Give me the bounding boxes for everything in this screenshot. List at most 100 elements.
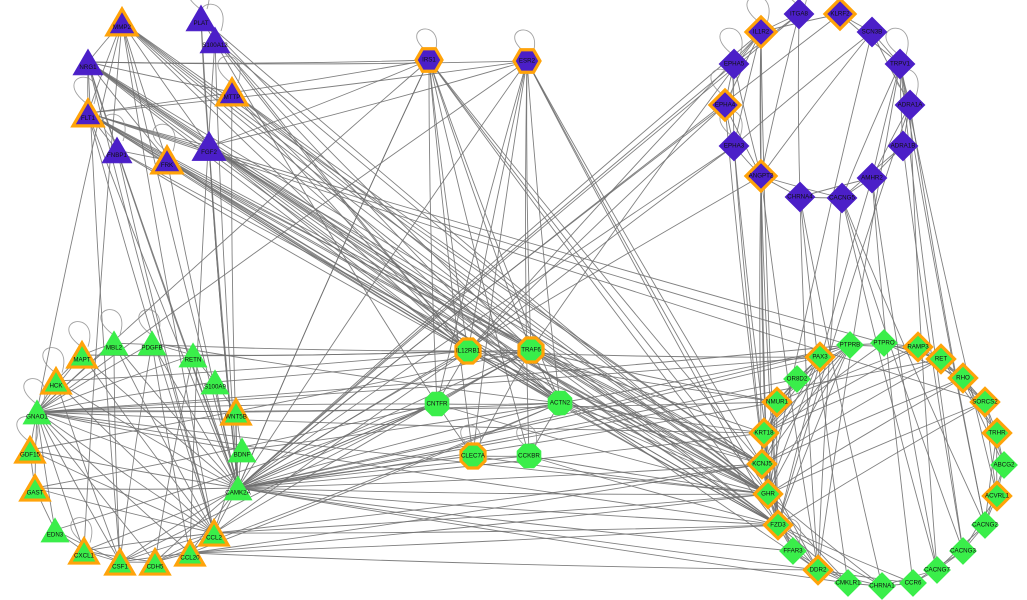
graph-node-cxcl1[interactable] xyxy=(67,535,101,565)
edge xyxy=(237,350,469,489)
graph-node-cacng5[interactable] xyxy=(826,182,858,214)
graph-node-sorcs2[interactable] xyxy=(969,386,1001,418)
graph-node-adra1b[interactable] xyxy=(887,130,919,162)
graph-node-cacng2[interactable] xyxy=(971,511,999,539)
graph-node-nrg1[interactable] xyxy=(72,48,104,76)
graph-node-clec7a[interactable] xyxy=(459,442,487,470)
graph-node-cdh5[interactable] xyxy=(138,546,172,576)
graph-node-rho[interactable] xyxy=(947,362,979,394)
edge xyxy=(237,378,798,489)
graph-node-gnao1[interactable] xyxy=(22,399,52,425)
graph-node-cntfr[interactable] xyxy=(424,391,450,417)
edge xyxy=(526,60,769,495)
edge xyxy=(760,175,779,526)
graph-node-mapt[interactable] xyxy=(65,339,99,369)
graph-node-acvrl1[interactable] xyxy=(981,480,1013,512)
graph-node-il12rb1[interactable] xyxy=(454,337,482,365)
edge xyxy=(467,31,762,352)
nodes-layer[interactable] xyxy=(13,0,1018,600)
edge xyxy=(467,104,726,352)
graph-node-ret[interactable] xyxy=(925,343,957,375)
edge xyxy=(530,349,769,495)
graph-node-irs1[interactable] xyxy=(414,47,444,73)
graph-node-bdnf[interactable] xyxy=(227,437,257,463)
graph-node-mbl2[interactable] xyxy=(99,330,129,356)
graph-node-cckbr[interactable] xyxy=(516,443,542,469)
graph-node-fgf2[interactable] xyxy=(191,130,227,161)
self-loop-edge xyxy=(138,309,161,335)
graph-node-angpt2[interactable] xyxy=(743,158,779,194)
graph-node-ghr[interactable] xyxy=(752,478,784,510)
edge xyxy=(428,59,532,351)
graph-node-frk[interactable] xyxy=(149,143,185,175)
graph-node-traf6[interactable] xyxy=(517,336,545,364)
graph-node-mttp[interactable] xyxy=(214,75,250,107)
graph-node-cacng3[interactable] xyxy=(949,537,977,565)
graph-node-il1r2[interactable] xyxy=(743,14,779,50)
graph-node-scn3b[interactable] xyxy=(856,16,888,48)
graph-node-ccl2[interactable] xyxy=(197,517,231,547)
graph-node-gast[interactable] xyxy=(18,472,52,502)
graph-node-mmp2[interactable] xyxy=(104,5,140,37)
edge xyxy=(213,463,763,534)
graph-node-ptpro[interactable] xyxy=(870,329,898,357)
graph-node-itga8[interactable] xyxy=(783,0,815,30)
graph-node-chrna1[interactable] xyxy=(868,572,896,600)
edge xyxy=(81,354,239,489)
graph-node-ptprb[interactable] xyxy=(836,331,864,359)
graph-node-plat[interactable] xyxy=(185,4,217,32)
edge xyxy=(34,487,215,534)
edge xyxy=(760,175,819,571)
edge xyxy=(87,112,851,346)
graph-node-ddr2[interactable] xyxy=(802,554,834,586)
graph-node-fzd3[interactable] xyxy=(762,509,794,541)
graph-node-retn[interactable] xyxy=(178,342,208,368)
graph-node-camk2a[interactable] xyxy=(223,475,253,501)
edge xyxy=(208,145,469,352)
graph-node-krt18[interactable] xyxy=(748,417,780,449)
graph-node-adra1a[interactable] xyxy=(894,89,926,121)
graph-node-klrf2[interactable] xyxy=(822,0,858,32)
graph-node-amhr2[interactable] xyxy=(856,162,888,194)
self-loop-edge xyxy=(719,27,743,56)
graph-node-ramp3[interactable] xyxy=(902,331,934,363)
graph-node-epha3[interactable] xyxy=(718,130,750,162)
graph-node-s100a12[interactable] xyxy=(199,26,231,54)
self-loop-edge xyxy=(514,29,535,54)
graph-node-epha4[interactable] xyxy=(707,87,743,123)
graph-node-esr2[interactable] xyxy=(512,48,542,74)
graph-node-chrna4[interactable] xyxy=(784,181,816,213)
graph-node-gdf15[interactable] xyxy=(13,434,47,464)
edge xyxy=(29,349,532,451)
graph-node-pax3[interactable] xyxy=(804,341,836,373)
graph-node-cacng7[interactable] xyxy=(923,556,951,584)
graph-node-flt1[interactable] xyxy=(70,96,106,128)
graph-node-s100a9[interactable] xyxy=(200,369,230,395)
graph-node-trpv1[interactable] xyxy=(884,48,916,80)
graph-node-epha5[interactable] xyxy=(718,48,750,80)
edge xyxy=(799,196,883,587)
graph-node-fnbp1[interactable] xyxy=(101,136,133,164)
graph-node-or8d2[interactable] xyxy=(783,365,811,393)
graph-node-wnt5b[interactable] xyxy=(219,396,253,426)
graph-node-pdgfb[interactable] xyxy=(137,330,167,356)
edge xyxy=(763,342,885,434)
graph-node-ffar3[interactable] xyxy=(779,537,807,565)
graph-node-ccr6[interactable] xyxy=(899,569,927,597)
edge xyxy=(799,196,819,571)
graph-node-abcg2[interactable] xyxy=(990,451,1018,479)
graph-node-edn3[interactable] xyxy=(40,517,70,543)
graph-node-nmur1[interactable] xyxy=(761,386,793,418)
graph-node-trhr[interactable] xyxy=(981,417,1013,449)
edge xyxy=(29,449,215,534)
graph-node-csf1[interactable] xyxy=(103,546,137,576)
graph-node-cmklr1[interactable] xyxy=(834,569,862,597)
edge xyxy=(36,381,216,413)
graph-node-hck[interactable] xyxy=(39,365,73,395)
graph-node-actn2[interactable] xyxy=(547,390,573,416)
graph-node-ccl20[interactable] xyxy=(173,537,207,567)
edge xyxy=(871,177,914,584)
graph-node-kcnj5[interactable] xyxy=(746,448,778,480)
